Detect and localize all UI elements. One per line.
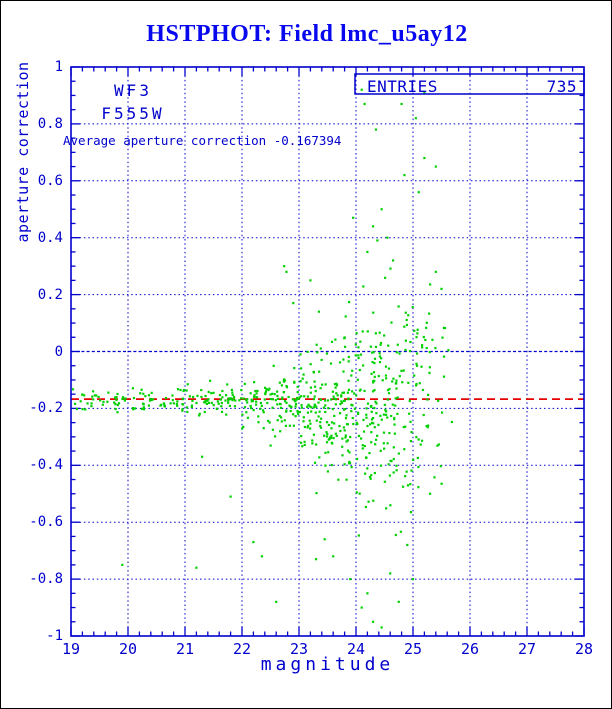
y-tick-label: -1: [46, 628, 63, 644]
x-tick-label: 22: [232, 640, 252, 658]
y-tick-label: 1: [54, 59, 63, 75]
y-tick-label: -0.6: [29, 514, 63, 531]
x-tick-label: 28: [574, 640, 594, 658]
x-tick-label: 25: [403, 640, 423, 658]
x-axis-title: magnitude: [260, 654, 395, 675]
y-tick-label: -0.4: [29, 457, 63, 474]
x-tick-label: 27: [517, 640, 537, 658]
y-tick-label: 0.4: [37, 229, 63, 246]
y-tick-label: 0.2: [37, 286, 63, 303]
grid-lines: [71, 67, 584, 636]
y-tick-label: -0.8: [29, 571, 63, 588]
x-tick-label: 19: [61, 640, 81, 658]
detector-filter-labels: WF3 F555W: [97, 79, 169, 125]
entries-label: ENTRIES: [367, 77, 438, 96]
detector-label: WF3: [114, 81, 152, 100]
x-tick-label: 23: [289, 640, 309, 658]
y-tick-label: 0.8: [37, 115, 63, 132]
scatter-points: [71, 88, 453, 629]
x-tick-label: 20: [118, 640, 138, 658]
plot-frame: [70, 66, 585, 637]
page-title: HSTPHOT: Field lmc_u5ay12: [146, 21, 468, 47]
x-tick-label: 21: [175, 640, 195, 658]
x-tick-label: 24: [346, 640, 366, 658]
y-axis-title: aperture correction: [14, 61, 32, 243]
average-correction-annotation: Average aperture correction -0.167394: [63, 133, 342, 148]
x-tick-label: 26: [460, 640, 480, 658]
y-tick-label: -0.2: [29, 400, 63, 417]
entries-count: 735: [546, 77, 577, 96]
entries-box: [354, 73, 585, 95]
y-tick-label: 0.6: [37, 172, 63, 189]
filter-label: F555W: [101, 104, 165, 123]
y-tick-label: 0: [54, 343, 63, 360]
